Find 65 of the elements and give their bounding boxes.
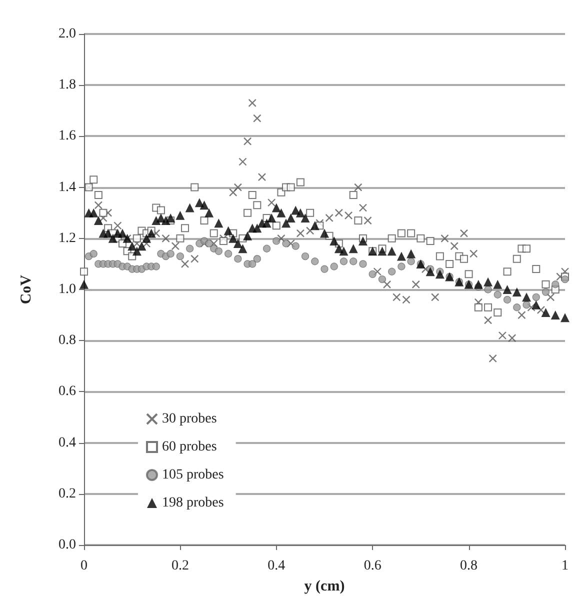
point [306,226,314,235]
point [171,242,180,250]
y-tick-label: 1.0 [58,282,76,297]
x-tick-label: 1 [562,558,568,574]
x-tick-label: 0.4 [268,558,286,574]
point [94,201,103,210]
point [210,239,218,248]
x-tick-label: 0.8 [460,558,478,574]
y-tick-label: 1.6 [58,128,76,144]
point [508,334,516,342]
x-tick-label: 0.2 [171,558,189,574]
point [364,216,372,225]
point [354,183,362,192]
point [286,239,295,248]
point [258,172,266,182]
legend-label: 60 probes [162,440,217,454]
point [229,188,238,197]
point [267,198,276,207]
point [162,234,170,242]
legend-label: 30 probes [162,412,217,426]
point [277,234,286,242]
y-tick-label: 1.8 [58,78,76,93]
point [382,280,392,288]
point [518,310,526,320]
point [248,98,256,108]
x-axis-title: y (cm) [304,578,345,594]
point [234,183,242,192]
point [253,114,262,122]
legend-label: 198 probes [162,496,224,510]
point [373,268,382,276]
point [460,229,468,238]
point [450,242,458,250]
point [402,296,410,304]
y-tick-label: 0.8 [58,333,76,348]
point [412,280,420,288]
y-tick-label: 1.4 [58,180,76,195]
point [470,250,478,258]
y-tick-label: 2.0 [58,26,76,42]
point [474,298,483,306]
y-axis-title: CoV [18,274,34,304]
point [488,354,497,363]
point [484,316,492,324]
point [325,214,334,222]
point [440,234,449,242]
point [344,211,353,220]
legend-label: 105 probes [162,468,224,482]
point [296,229,305,238]
y-tick-label: 0.4 [58,435,76,450]
point [243,137,252,146]
point [238,158,247,166]
point [180,260,190,268]
x-tick-label: 0 [80,558,88,574]
point [431,293,440,302]
point [190,254,199,263]
y-tick-label: 0.0 [58,538,76,552]
point [358,204,368,212]
point [546,293,555,302]
x-tick-label: 0.6 [364,558,382,574]
y-tick-label: 0.6 [58,384,76,400]
point [334,208,344,217]
y-tick-label: 1.2 [58,230,76,246]
point [114,222,122,230]
point [392,293,401,302]
point [498,331,507,340]
y-tick-label: 0.2 [58,486,76,502]
